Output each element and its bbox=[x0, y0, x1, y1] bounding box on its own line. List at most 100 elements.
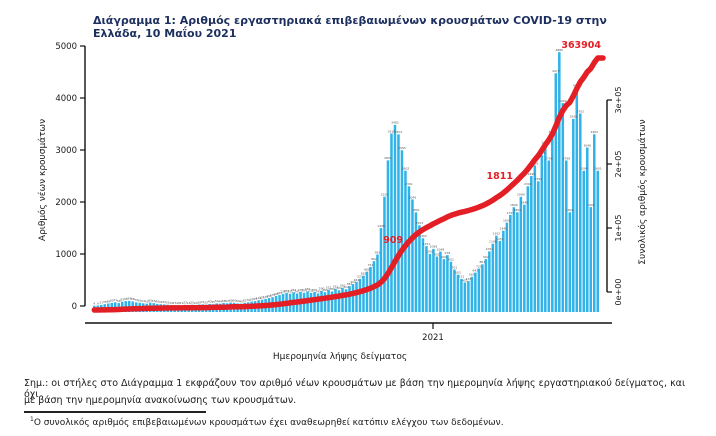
bar bbox=[341, 287, 344, 312]
bar bbox=[453, 269, 456, 312]
footnote-line-2: με βάση την ημερομηνία ανακοίνωσης των κ… bbox=[24, 395, 297, 406]
bar-value-label: 1498 bbox=[377, 224, 385, 228]
bar-value-label: 170 bbox=[270, 293, 276, 297]
footnote-divider bbox=[24, 411, 206, 413]
bar-value-label: 2602 bbox=[402, 167, 410, 171]
y-axis-left-tick-label: 4000 bbox=[55, 94, 77, 104]
bar-value-label: 270 bbox=[298, 288, 304, 292]
bar-value-label: 262 bbox=[291, 288, 297, 292]
bar-value-label: 252 bbox=[308, 289, 314, 293]
bar bbox=[530, 176, 533, 312]
bar bbox=[488, 251, 491, 312]
bar bbox=[526, 186, 530, 312]
bar bbox=[498, 240, 502, 312]
bar bbox=[502, 230, 505, 312]
bar-value-label: 60 bbox=[110, 299, 114, 303]
bar-value-label: 1602 bbox=[503, 219, 511, 223]
bar bbox=[404, 170, 407, 312]
bar bbox=[379, 228, 383, 312]
bar bbox=[449, 261, 453, 312]
bar bbox=[383, 196, 386, 312]
bar bbox=[323, 292, 327, 312]
bar-value-label: 265 bbox=[322, 288, 328, 292]
bar-value-label: 52 bbox=[225, 299, 229, 303]
bar-value-label: 25 bbox=[166, 301, 170, 305]
bar-value-label: 422 bbox=[350, 280, 356, 284]
y-axis-left-tick-label: 5000 bbox=[55, 42, 77, 52]
bar bbox=[491, 243, 495, 312]
bar-value-label: 1802 bbox=[514, 208, 522, 212]
line-annotation: 909 bbox=[383, 235, 403, 246]
bar-value-label: 192 bbox=[273, 292, 279, 296]
bar-value-label: 3482 bbox=[391, 121, 399, 125]
bar-value-label: 1948 bbox=[521, 201, 529, 205]
line-annotation: 1811 bbox=[487, 171, 513, 182]
bar-value-label: 862 bbox=[371, 257, 377, 261]
bar-value-label: 751 bbox=[368, 263, 374, 267]
bar bbox=[512, 207, 516, 312]
bar-value-label: 2801 bbox=[384, 156, 392, 160]
bar bbox=[558, 52, 561, 313]
bar bbox=[519, 196, 523, 312]
bar bbox=[551, 134, 554, 312]
y-axis-left-tick-label: 1000 bbox=[55, 250, 77, 260]
bar-value-label: 1802 bbox=[566, 208, 574, 212]
footnote-line-1: Σημ.: οι στήλες στο Διάγραμμα 1 εκφράζου… bbox=[24, 378, 686, 400]
bar bbox=[516, 212, 519, 312]
bar-value-label: 801 bbox=[480, 260, 486, 264]
bar bbox=[477, 268, 481, 312]
bar-value-label: 2302 bbox=[524, 182, 532, 186]
bar-value-label: 3048 bbox=[583, 143, 591, 147]
bar bbox=[334, 288, 337, 312]
bar-value-label: 241 bbox=[315, 289, 321, 293]
bar-value-label: 45 bbox=[239, 299, 243, 303]
bar-value-label: 462 bbox=[354, 278, 360, 282]
bar-value-label: 9 bbox=[97, 301, 99, 305]
bar-value-label: 701 bbox=[452, 265, 458, 269]
bar bbox=[362, 275, 365, 312]
bar-value-label: 50 bbox=[236, 299, 240, 303]
bar bbox=[582, 170, 586, 312]
bar bbox=[316, 293, 320, 312]
bar bbox=[425, 246, 428, 312]
bar-value-label: 58 bbox=[222, 299, 226, 303]
bar-value-label: 135 bbox=[263, 295, 269, 299]
bar-value-label: 2601 bbox=[594, 167, 602, 171]
bar-value-label: 48 bbox=[106, 299, 110, 303]
bar-value-label: 2049 bbox=[409, 195, 417, 199]
bar-value-label: 20 bbox=[194, 301, 198, 305]
bar-value-label: 1352 bbox=[493, 232, 501, 236]
bar bbox=[495, 235, 498, 312]
bar-value-label: 602 bbox=[455, 271, 461, 275]
y-axis-right-title: Συνολικός αριθμός κρουσμάτων bbox=[637, 119, 648, 264]
y-axis-left-tick-label: 0 bbox=[72, 302, 77, 312]
bar-value-label: 452 bbox=[462, 278, 468, 282]
footnote-note: 1Ο συνολικός αριθμός επιβεβαιωμένων κρου… bbox=[30, 416, 690, 428]
bar-value-label: 4 bbox=[93, 302, 95, 306]
axes-group: 0 1000 2000 3000 4000 5000 0e+00 1e+05 2e+05 3e+0… bbox=[55, 42, 623, 329]
bar-value-label: 561 bbox=[469, 273, 475, 277]
bar-value-label: 15 bbox=[173, 301, 177, 305]
bar bbox=[418, 225, 421, 312]
bar bbox=[351, 284, 355, 312]
bar bbox=[474, 272, 477, 312]
bar-value-label: 61 bbox=[138, 299, 142, 303]
bar bbox=[435, 256, 439, 312]
bar-value-label: 478 bbox=[466, 277, 472, 281]
bar bbox=[544, 144, 547, 312]
bar-value-label: 3702 bbox=[576, 109, 584, 113]
bar-value-label: 95 bbox=[124, 297, 128, 301]
line-annotations-group: 909 1811 363904 bbox=[383, 40, 601, 246]
bar-value-label: 254 bbox=[301, 289, 307, 293]
bar-value-label: 270 bbox=[312, 288, 318, 292]
bar-value-label: 582 bbox=[361, 272, 367, 276]
bar-value-label: 82 bbox=[120, 298, 124, 302]
y-axis-right-tick-label: 2e+05 bbox=[614, 151, 623, 178]
bar-value-label: 3316 bbox=[388, 129, 396, 133]
bar-value-label: 70 bbox=[134, 298, 138, 302]
bar-value-label: 1051 bbox=[486, 247, 494, 251]
bar-value-label: 2798 bbox=[562, 156, 570, 160]
bar-value-label: 25 bbox=[190, 301, 194, 305]
bar bbox=[439, 251, 442, 312]
bar-value-label: 978 bbox=[445, 251, 451, 255]
